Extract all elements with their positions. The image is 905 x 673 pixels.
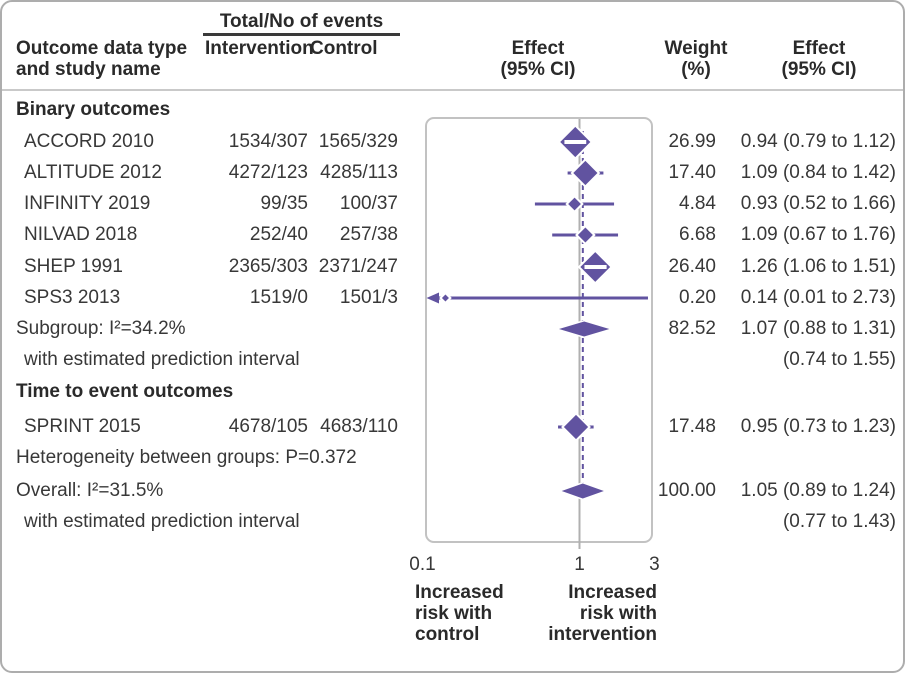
outcome-column-header-line2: and study name: [16, 59, 161, 80]
axis-note-left: Increased risk with control: [415, 582, 504, 645]
row-label: SPRINT 2015: [24, 416, 141, 437]
row-label: SHEP 1991: [24, 256, 123, 277]
intervention-value: 4272/123: [228, 162, 308, 183]
row-label: Time to event outcomes: [16, 381, 234, 402]
effect-text-column-header: Effect (95% CI): [759, 38, 879, 80]
weight-value: 17.48: [668, 416, 716, 437]
control-value: 4285/113: [320, 162, 398, 183]
weight-value: 0.20: [679, 287, 716, 308]
row-label: NILVAD 2018: [24, 224, 138, 245]
x-tick-3: 3: [649, 554, 660, 575]
effect-value: (0.74 to 1.55): [782, 349, 896, 370]
effect-text-header-line1: Effect: [792, 38, 846, 59]
axis-note-right-line3: intervention: [548, 624, 657, 645]
weight-value: 26.99: [668, 131, 716, 152]
effect-text-header-line2: (95% CI): [781, 59, 857, 80]
weight-value: 26.40: [668, 256, 716, 277]
control-value: 1565/329: [318, 131, 398, 152]
intervention-value: 1519/0: [249, 287, 308, 308]
weight-value: 82.52: [668, 318, 716, 339]
header-divider: [2, 89, 903, 91]
effect-value: 0.95 (0.73 to 1.23): [740, 416, 896, 437]
axis-note-right: Increased risk with intervention: [548, 582, 657, 645]
effect-plot-header-line2: (95% CI): [500, 59, 576, 80]
intervention-value: 252/40: [249, 224, 308, 245]
weight-value: 100.00: [657, 480, 716, 501]
x-tick-0.1: 0.1: [409, 554, 436, 575]
row-label: Subgroup: I²=34.2%: [16, 318, 186, 339]
weight-value: 6.68: [679, 224, 716, 245]
row-label: ALTITUDE 2012: [24, 162, 162, 183]
effect-value: 1.26 (1.06 to 1.51): [740, 256, 896, 277]
row-label: Heterogeneity between groups: P=0.372: [16, 447, 357, 468]
control-value: 1501/3: [339, 287, 398, 308]
plot-panel: [425, 117, 653, 543]
weight-header-line2: (%): [681, 59, 711, 80]
row-label: INFINITY 2019: [24, 193, 151, 214]
effect-value: (0.77 to 1.43): [782, 511, 896, 532]
effect-value: 1.05 (0.89 to 1.24): [740, 480, 896, 501]
intervention-value: 1534/307: [228, 131, 308, 152]
control-value: 4683/110: [320, 416, 398, 437]
row-label: ACCORD 2010: [24, 131, 154, 152]
effect-value: 0.93 (0.52 to 1.66): [740, 193, 896, 214]
axis-note-right-line1: Increased: [568, 582, 657, 603]
outcome-column-header-line1: Outcome data type: [16, 38, 188, 59]
weight-header-line1: Weight: [664, 38, 728, 59]
intervention-column-header: Intervention: [205, 38, 314, 59]
axis-note-left-line2: risk with: [415, 603, 493, 624]
control-value: 257/38: [339, 224, 398, 245]
effect-value: 0.94 (0.79 to 1.12): [740, 131, 896, 152]
row-label: with estimated prediction interval: [24, 349, 300, 370]
events-header: Total/No of events: [203, 11, 400, 36]
row-label: Overall: I²=31.5%: [16, 480, 164, 501]
effect-value: 0.14 (0.01 to 2.73): [740, 287, 896, 308]
axis-note-left-line3: control: [415, 624, 480, 645]
weight-column-header: Weight (%): [656, 38, 736, 80]
control-value: 2371/247: [318, 256, 398, 277]
control-value: 100/37: [339, 193, 398, 214]
axis-note-left-line1: Increased: [415, 582, 504, 603]
row-label: SPS3 2013: [24, 287, 121, 308]
x-tick-1: 1: [574, 554, 585, 575]
effect-value: 1.07 (0.88 to 1.31): [740, 318, 896, 339]
effect-value: 1.09 (0.67 to 1.76): [740, 224, 896, 245]
control-column-header: Control: [310, 38, 378, 59]
effect-plot-column-header: Effect (95% CI): [478, 38, 598, 80]
weight-value: 17.40: [668, 162, 716, 183]
outcome-column-header: Outcome data type and study name: [16, 38, 187, 80]
row-label: with estimated prediction interval: [24, 511, 300, 532]
intervention-value: 99/35: [260, 193, 308, 214]
intervention-value: 4678/105: [228, 416, 308, 437]
intervention-value: 2365/303: [228, 256, 308, 277]
row-label: Binary outcomes: [16, 99, 171, 120]
axis-note-right-line2: risk with: [579, 603, 657, 624]
effect-plot-header-line1: Effect: [511, 38, 565, 59]
effect-value: 1.09 (0.84 to 1.42): [740, 162, 896, 183]
weight-value: 4.84: [679, 193, 716, 214]
